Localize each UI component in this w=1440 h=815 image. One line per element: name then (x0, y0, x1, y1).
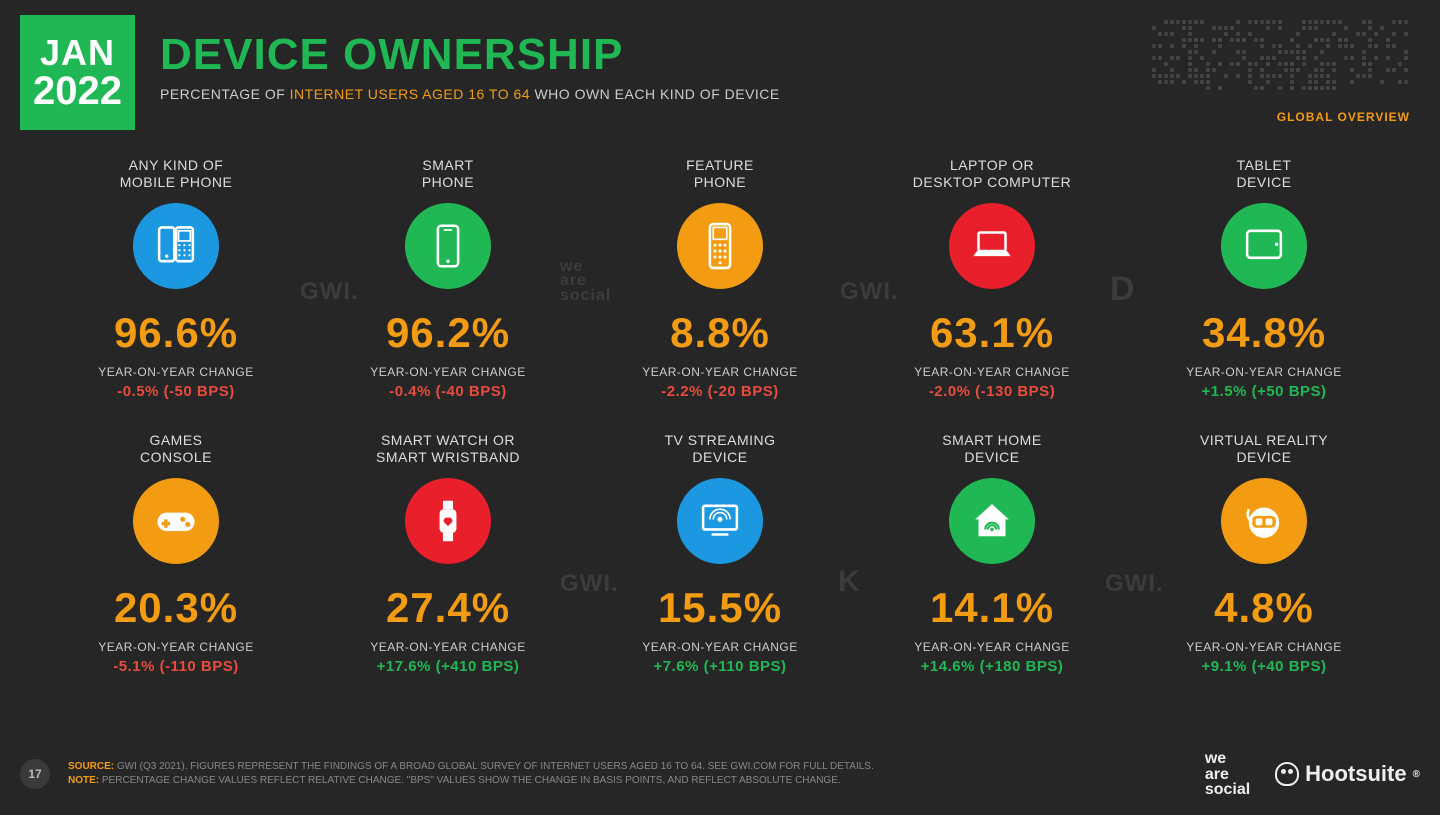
device-title: SMART PHONE (422, 155, 474, 193)
device-title: FEATURE PHONE (686, 155, 754, 193)
yoy-label: YEAR-ON-YEAR CHANGE (98, 365, 254, 379)
device-title: TABLET DEVICE (1236, 155, 1291, 193)
yoy-label: YEAR-ON-YEAR CHANGE (642, 640, 798, 654)
device-title: ANY KIND OF MOBILE PHONE (120, 155, 233, 193)
device-percentage: 96.2% (386, 309, 510, 357)
device-card: TV STREAMING DEVICE 15.5% YEAR-ON-YEAR C… (584, 430, 856, 675)
yoy-change: +1.5% (+50 BPS) (1201, 383, 1326, 400)
source-label: SOURCE: (68, 761, 114, 772)
device-percentage: 4.8% (1214, 584, 1314, 632)
hootsuite-text: Hootsuite (1305, 761, 1406, 787)
device-percentage: 20.3% (114, 584, 238, 632)
device-title: SMART WATCH OR SMART WRISTBAND (376, 430, 520, 468)
world-map-icon (1150, 20, 1410, 100)
note-label: NOTE: (68, 775, 99, 786)
yoy-label: YEAR-ON-YEAR CHANGE (370, 365, 526, 379)
smartphone-icon (405, 203, 491, 289)
device-title: VIRTUAL REALITY DEVICE (1200, 430, 1328, 468)
smart-home-icon (949, 478, 1035, 564)
tablet-icon (1221, 203, 1307, 289)
yoy-label: YEAR-ON-YEAR CHANGE (1186, 365, 1342, 379)
page-subtitle: PERCENTAGE OF INTERNET USERS AGED 16 TO … (160, 86, 780, 102)
subtitle-suffix: WHO OWN EACH KIND OF DEVICE (530, 86, 780, 102)
hootsuite-logo: Hootsuite ® (1275, 761, 1420, 787)
smartwatch-icon (405, 478, 491, 564)
yoy-label: YEAR-ON-YEAR CHANGE (98, 640, 254, 654)
device-title: GAMES CONSOLE (140, 430, 212, 468)
feature-phone-icon (677, 203, 763, 289)
yoy-change: +9.1% (+40 BPS) (1201, 658, 1326, 675)
yoy-change: -2.2% (-20 BPS) (661, 383, 779, 400)
yoy-change: -0.5% (-50 BPS) (117, 383, 235, 400)
device-grid: ANY KIND OF MOBILE PHONE 96.6% YEAR-ON-Y… (40, 155, 1400, 675)
wearesocial-line3: social (1205, 782, 1250, 797)
subtitle-prefix: PERCENTAGE OF (160, 86, 290, 102)
yoy-label: YEAR-ON-YEAR CHANGE (914, 640, 1070, 654)
laptop-icon (949, 203, 1035, 289)
device-percentage: 14.1% (930, 584, 1054, 632)
device-card: SMART HOME DEVICE 14.1% YEAR-ON-YEAR CHA… (856, 430, 1128, 675)
yoy-change: -5.1% (-110 BPS) (113, 658, 239, 675)
registered-mark: ® (1413, 769, 1420, 780)
device-percentage: 96.6% (114, 309, 238, 357)
device-title: TV STREAMING DEVICE (664, 430, 775, 468)
device-card: SMART WATCH OR SMART WRISTBAND 27.4% YEA… (312, 430, 584, 675)
device-title: SMART HOME DEVICE (942, 430, 1041, 468)
yoy-label: YEAR-ON-YEAR CHANGE (642, 365, 798, 379)
tv-streaming-icon (677, 478, 763, 564)
wearesocial-line1: we (1205, 751, 1250, 766)
yoy-change: +14.6% (+180 BPS) (921, 658, 1064, 675)
note-text: PERCENTAGE CHANGE VALUES REFLECT RELATIV… (99, 775, 841, 786)
device-card: GAMES CONSOLE 20.3% YEAR-ON-YEAR CHANGE … (40, 430, 312, 675)
vr-headset-icon (1221, 478, 1307, 564)
page-title: DEVICE OWNERSHIP (160, 30, 780, 80)
page-number: 17 (20, 759, 50, 789)
device-card: SMART PHONE 96.2% YEAR-ON-YEAR CHANGE -0… (312, 155, 584, 400)
footnotes: SOURCE: GWI (Q3 2021). FIGURES REPRESENT… (68, 760, 1187, 788)
header: DEVICE OWNERSHIP PERCENTAGE OF INTERNET … (160, 30, 780, 102)
device-percentage: 63.1% (930, 309, 1054, 357)
device-percentage: 15.5% (658, 584, 782, 632)
subtitle-highlight: INTERNET USERS AGED 16 TO 64 (290, 86, 530, 102)
gamepad-icon (133, 478, 219, 564)
yoy-change: +7.6% (+110 BPS) (653, 658, 786, 675)
yoy-change: -2.0% (-130 BPS) (929, 383, 1055, 400)
footer-logos: we are social Hootsuite ® (1205, 751, 1420, 797)
mobile-phones-icon (133, 203, 219, 289)
device-card: VIRTUAL REALITY DEVICE 4.8% YEAR-ON-YEAR… (1128, 430, 1400, 675)
date-year: 2022 (33, 71, 122, 111)
yoy-change: +17.6% (+410 BPS) (377, 658, 520, 675)
yoy-change: -0.4% (-40 BPS) (389, 383, 507, 400)
overview-label: GLOBAL OVERVIEW (1277, 110, 1410, 124)
source-text: GWI (Q3 2021). FIGURES REPRESENT THE FIN… (114, 761, 874, 772)
device-percentage: 27.4% (386, 584, 510, 632)
device-card: LAPTOP OR DESKTOP COMPUTER 63.1% YEAR-ON… (856, 155, 1128, 400)
date-month: JAN (40, 35, 115, 71)
wearesocial-logo: we are social (1205, 751, 1250, 797)
yoy-label: YEAR-ON-YEAR CHANGE (370, 640, 526, 654)
yoy-label: YEAR-ON-YEAR CHANGE (914, 365, 1070, 379)
device-card: ANY KIND OF MOBILE PHONE 96.6% YEAR-ON-Y… (40, 155, 312, 400)
device-percentage: 34.8% (1202, 309, 1326, 357)
footer: 17 SOURCE: GWI (Q3 2021). FIGURES REPRES… (20, 751, 1420, 797)
device-percentage: 8.8% (670, 309, 770, 357)
device-title: LAPTOP OR DESKTOP COMPUTER (913, 155, 1071, 193)
wearesocial-line2: are (1205, 767, 1250, 782)
device-card: FEATURE PHONE 8.8% YEAR-ON-YEAR CHANGE -… (584, 155, 856, 400)
date-badge: JAN 2022 (20, 15, 135, 130)
yoy-label: YEAR-ON-YEAR CHANGE (1186, 640, 1342, 654)
device-card: TABLET DEVICE 34.8% YEAR-ON-YEAR CHANGE … (1128, 155, 1400, 400)
owl-icon (1275, 762, 1299, 786)
